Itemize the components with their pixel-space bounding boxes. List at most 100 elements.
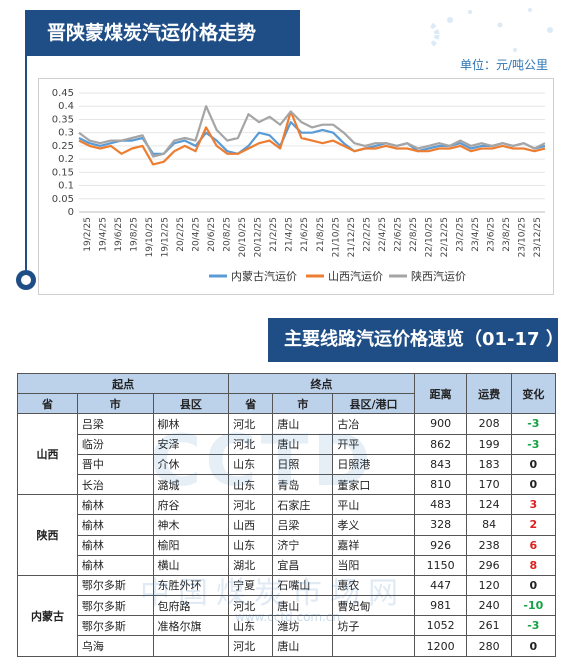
x-tick-label: 20/6/25 [207, 217, 217, 252]
change-cell: -3 [510, 413, 557, 435]
dest-city-cell: 吕梁 [272, 514, 334, 536]
dest-city-cell: 唐山 [272, 433, 334, 455]
x-tick-label: 21/4/25 [285, 217, 295, 252]
x-tick-label: 23/2/25 [456, 217, 466, 252]
dest-county-cell: 日照港 [332, 453, 415, 475]
county-cell: 准格尔旗 [152, 615, 230, 637]
dest-county-cell [332, 635, 415, 657]
chart-title: 晋陕蒙煤炭汽运价格走势 [25, 10, 300, 56]
x-tick-label: 20/2/25 [176, 217, 186, 252]
city-cell: 长治 [76, 473, 154, 496]
dest-county-cell: 孝义 [332, 514, 415, 536]
county-cell: 神木 [152, 514, 230, 536]
dest-prov-cell: 湖北 [228, 554, 274, 576]
unit-label: 单位：元/吨公里 [459, 58, 548, 72]
dest-prov-header: 省 [228, 393, 274, 415]
freight-cell: 120 [466, 574, 512, 597]
freight-cell: 199 [466, 433, 512, 455]
x-tick-label: 19/12/25 [160, 217, 170, 257]
table-row: 内蒙古 鄂尔多斯 东胜外环 宁夏 石嘴山 惠农 447 120 0 [17, 574, 557, 657]
distance-cell: 900 [413, 413, 468, 435]
x-tick-label: 20/4/25 [192, 217, 202, 252]
county-cell: 榆阳 [152, 534, 230, 556]
change-cell: -3 [510, 615, 557, 637]
legend-label: 内蒙古汽运价 [231, 269, 297, 283]
city-cell: 榆林 [76, 514, 154, 536]
dest-city-cell: 唐山 [272, 595, 334, 617]
distance-cell: 843 [413, 453, 468, 475]
dest-city-cell: 石嘴山 [272, 574, 334, 597]
change-cell: 3 [510, 494, 557, 516]
legend-label: 陕西汽运价 [411, 269, 466, 283]
table-row: 陕西 榆林 府谷 河北 石家庄 平山 483 124 3 [17, 494, 557, 576]
x-tick-label: 22/2/25 [362, 217, 372, 252]
freight-cell: 183 [466, 453, 512, 475]
y-tick-label: 0.05 [52, 194, 74, 205]
freight-cell: 208 [466, 413, 512, 435]
freight-cell: 296 [466, 554, 512, 576]
dest-prov-cell: 山东 [228, 473, 274, 496]
city-cell: 鄂尔多斯 [76, 595, 154, 617]
y-tick-label: 0 [68, 207, 74, 218]
city-cell: 晋中 [76, 453, 154, 475]
table-row: 榆林 榆阳 山东 济宁 嘉祥 926 238 6 [18, 534, 557, 556]
table-row: 榆林 神木 山西 吕梁 孝义 328 84 2 [18, 514, 557, 536]
y-tick-label: 0.1 [58, 181, 74, 192]
dest-city-cell: 潍坊 [272, 615, 334, 637]
dest-county-cell: 当阳 [332, 554, 415, 576]
city-cell: 吕梁 [76, 413, 154, 435]
change-cell: -10 [510, 595, 557, 617]
table-row: 山西 吕梁 柳林 河北 唐山 古冶 900 208 -3 [17, 413, 557, 496]
city-cell: 乌海 [76, 635, 154, 657]
change-cell: 0 [510, 635, 557, 657]
x-tick-label: 23/8/25 [502, 217, 512, 252]
distance-cell: 926 [413, 534, 468, 556]
distance-cell: 810 [413, 473, 468, 496]
distance-cell: 447 [413, 574, 468, 597]
city-cell: 榆林 [76, 554, 154, 576]
dest-city-cell: 唐山 [272, 413, 334, 435]
y-tick-label: 0.45 [52, 88, 74, 99]
change-header: 变化 [510, 372, 557, 415]
freight-cell: 280 [466, 635, 512, 657]
series-line-3 [78, 105, 546, 158]
table-row: 鄂尔多斯 准格尔旗 山东 潍坊 坊子 1052 261 -3 [18, 615, 557, 637]
dest-header: 终点 [228, 372, 415, 395]
route-price-table: 起点 终点 距离 运费 变化 省 市 县区 省 市 县区/港口 山西 吕梁 柳林 河北… [16, 372, 557, 657]
dest-county-cell: 古冶 [332, 413, 415, 435]
county-cell: 东胜外环 [152, 574, 230, 597]
table-row: 乌海 河北 唐山 1200 280 0 [18, 635, 557, 657]
dest-city-header: 市 [272, 393, 334, 415]
change-cell: 0 [510, 473, 557, 496]
county-cell: 安泽 [152, 433, 230, 455]
series-line-1 [78, 120, 546, 155]
county-cell [152, 635, 230, 657]
change-cell: -3 [510, 433, 557, 455]
change-cell: 0 [510, 574, 557, 597]
dest-city-cell: 唐山 [272, 635, 334, 657]
dest-prov-cell: 山东 [228, 453, 274, 475]
freight-cell: 170 [466, 473, 512, 496]
province-cell: 山西 [17, 413, 78, 496]
city-cell: 鄂尔多斯 [76, 615, 154, 637]
distance-cell: 1200 [413, 635, 468, 657]
county-cell: 介休 [152, 453, 230, 475]
table-row: 临汾 安泽 河北 唐山 开平 862 199 -3 [18, 433, 557, 455]
dest-county-header: 县区/港口 [332, 393, 415, 415]
dest-county-cell: 开平 [332, 433, 415, 455]
x-tick-label: 22/10/25 [425, 217, 435, 257]
dest-county-cell: 嘉祥 [332, 534, 415, 556]
dest-county-cell: 曹妃甸 [332, 595, 415, 617]
freight-cell: 84 [466, 514, 512, 536]
province-cell: 内蒙古 [17, 574, 78, 657]
county-header: 县区 [152, 393, 230, 415]
origin-header: 起点 [16, 372, 230, 395]
x-tick-label: 23/12/25 [533, 217, 543, 257]
y-tick-label: 0.2 [58, 154, 74, 165]
x-tick-label: 20/12/25 [254, 217, 264, 257]
change-cell: 8 [510, 554, 557, 576]
x-tick-label: 20/8/25 [223, 217, 233, 252]
y-tick-label: 0.3 [58, 128, 74, 139]
freight-header: 运费 [466, 372, 512, 415]
dest-prov-cell: 河北 [228, 494, 274, 516]
